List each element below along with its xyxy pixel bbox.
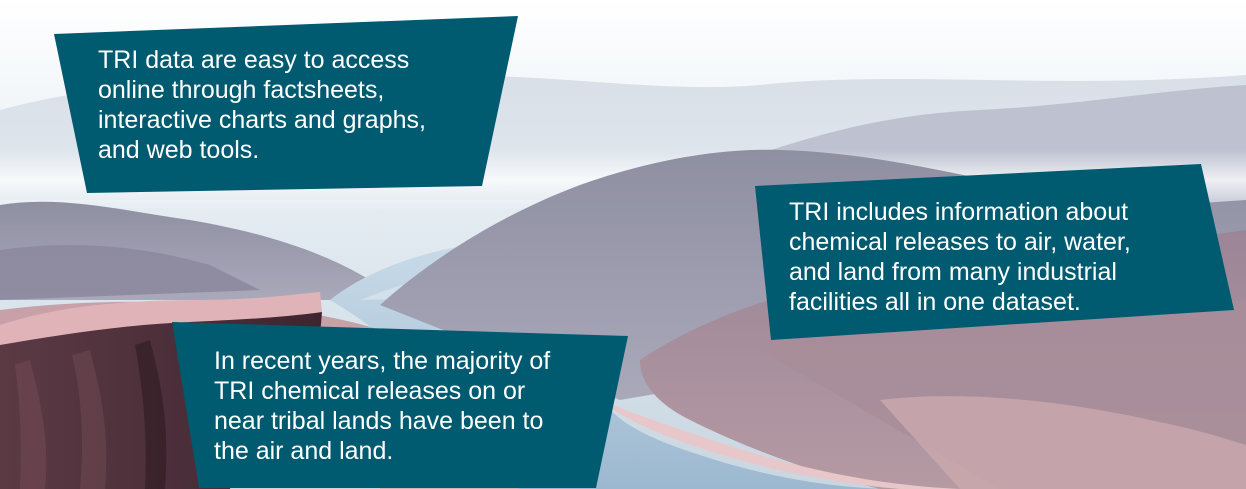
cliff-top bbox=[0, 292, 322, 350]
callout-data-access: TRI data are easy to access online throu… bbox=[54, 16, 518, 193]
callout-banner-shape bbox=[755, 164, 1234, 340]
callout-banner-shape bbox=[172, 322, 628, 488]
callout-tribal-lands: In recent years, the majority of TRI che… bbox=[172, 322, 628, 488]
callout-text: In recent years, the majority of TRI che… bbox=[214, 347, 551, 465]
callout-releases-info: TRI includes information about chemical … bbox=[755, 164, 1234, 340]
callout-banner-shape bbox=[54, 16, 518, 193]
callout-text: TRI includes information about chemical … bbox=[789, 198, 1131, 316]
callout-text: TRI data are easy to access online throu… bbox=[98, 46, 426, 164]
